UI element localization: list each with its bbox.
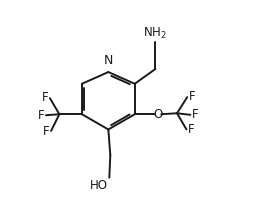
Text: HO: HO <box>90 179 108 192</box>
Text: O: O <box>154 108 163 121</box>
Text: NH$_2$: NH$_2$ <box>143 26 167 41</box>
Text: N: N <box>104 54 113 67</box>
Text: F: F <box>188 123 194 136</box>
Text: F: F <box>188 90 195 103</box>
Text: F: F <box>38 109 45 122</box>
Text: F: F <box>191 108 198 121</box>
Text: F: F <box>42 91 49 104</box>
Text: F: F <box>43 125 50 138</box>
